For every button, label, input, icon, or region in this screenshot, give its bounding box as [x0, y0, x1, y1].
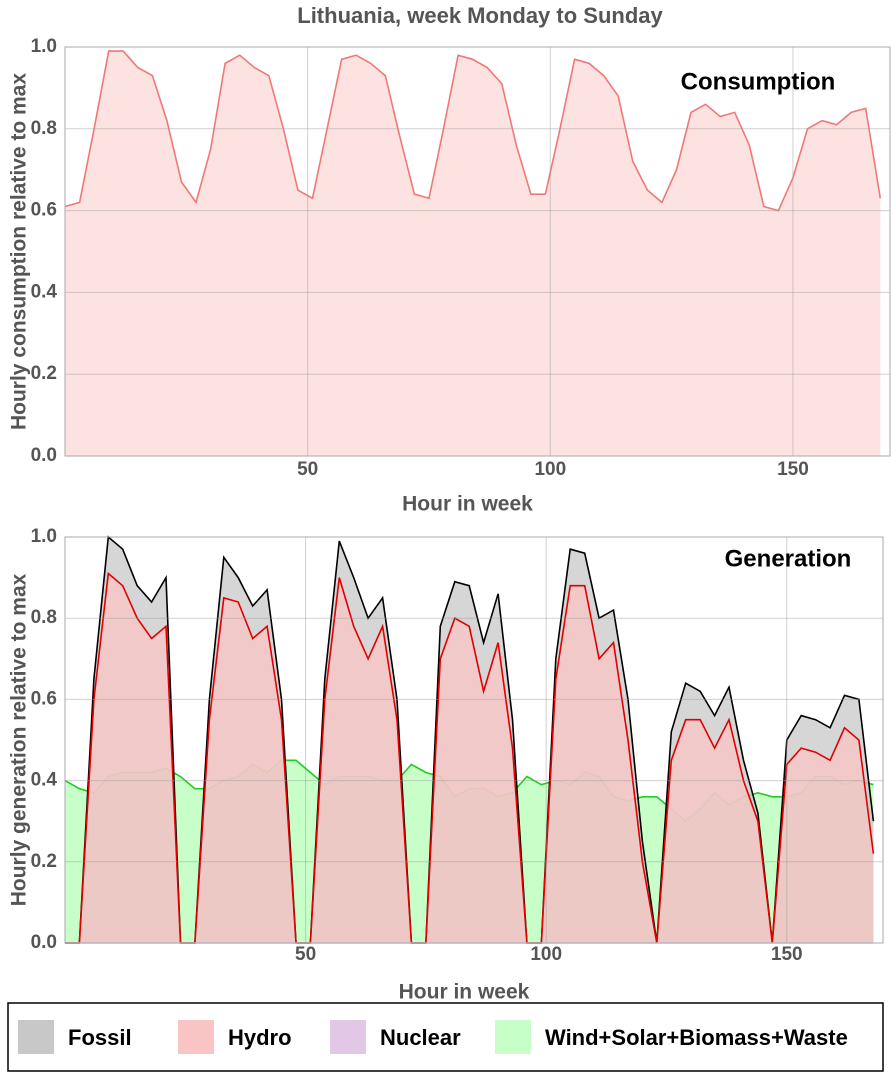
y-tick-label: 0.8 [31, 607, 57, 628]
y-tick-label: 0.2 [31, 851, 57, 872]
area [65, 51, 881, 456]
y-tick-label: 0.4 [31, 770, 58, 791]
area [65, 573, 874, 943]
legend-label: Nuclear [380, 1025, 461, 1050]
x-tick-label: 100 [530, 944, 562, 965]
y-tick-label: 0.2 [31, 363, 57, 384]
annotation: Consumption [681, 68, 836, 95]
x-tick-label: 50 [297, 459, 318, 480]
line [64, 50, 882, 212]
x-tick-label: 150 [771, 944, 803, 965]
x-tick-label: 50 [295, 944, 316, 965]
y-tick-label: 1.0 [31, 36, 57, 57]
x-tick-label: 100 [534, 459, 566, 480]
y-tick-label: 0.6 [31, 200, 57, 221]
x-tick-label: 150 [777, 459, 809, 480]
y-tick-label: 0.6 [31, 688, 57, 709]
line [65, 571, 875, 944]
y-tick-label: 1.0 [31, 526, 57, 547]
annotation: Generation [725, 545, 852, 572]
plot-frame [64, 536, 884, 944]
legend-label: Fossil [68, 1025, 132, 1050]
chart-title: Lithuania, week Monday to Sunday [297, 3, 663, 28]
y-tick-label: 0.0 [31, 932, 57, 953]
legend-label: Wind+Solar+Biomass+Waste [545, 1025, 848, 1050]
y-tick-label: 0.0 [31, 445, 57, 466]
y-axis-label: Hourly generation relative to max [8, 573, 31, 906]
legend-swatch [330, 1020, 366, 1054]
legend-swatch [18, 1020, 54, 1054]
legend-box [7, 1002, 884, 1072]
plot-frame [64, 46, 891, 457]
legend-label: Hydro [228, 1025, 292, 1050]
legend-swatch [495, 1020, 531, 1054]
y-tick-label: 0.4 [31, 281, 58, 302]
y-tick-label: 0.8 [31, 118, 57, 139]
x-axis-label: Hour in week [402, 493, 533, 516]
x-axis-label: Hour in week [399, 981, 530, 1004]
y-axis-label: Hourly consumption relative to max [8, 73, 31, 430]
legend-swatch [178, 1020, 214, 1054]
